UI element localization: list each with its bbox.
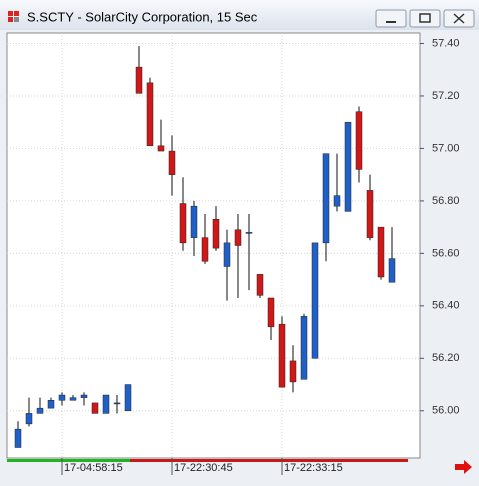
candle-body [102, 394, 110, 414]
candle-body [25, 413, 33, 425]
maximize-button[interactable] [409, 9, 441, 28]
candle-body [311, 242, 319, 359]
y-tick-label: 57.20 [432, 90, 460, 102]
minimize-button[interactable] [375, 9, 407, 28]
candle-body [179, 203, 187, 244]
x-tick-label: 17-04:58:15 [64, 462, 123, 474]
y-tick-label: 56.80 [432, 195, 460, 207]
candle-body [278, 323, 286, 388]
candle-body [36, 407, 44, 414]
scroll-arrow[interactable] [455, 460, 472, 474]
window-title: S.SCTY - SolarCity Corporation, 15 Sec [27, 9, 258, 24]
candle-body [190, 205, 198, 238]
time-bar-red [130, 459, 408, 462]
candle-body [300, 316, 308, 380]
candle-body [245, 232, 253, 234]
candle-body [146, 82, 154, 147]
candle-body [388, 258, 396, 283]
candle-body [212, 219, 220, 249]
x-tick-label: 17-22:33:15 [284, 462, 343, 474]
y-tick-label: 56.60 [432, 247, 460, 259]
candle-body [124, 384, 132, 412]
y-tick-label: 56.40 [432, 300, 460, 312]
candle-body [47, 400, 55, 409]
candle-body [234, 229, 242, 246]
x-tick-label: 17-22:30:45 [174, 462, 233, 474]
candle-body [14, 428, 22, 448]
candle-body [267, 297, 275, 328]
candle-body [91, 402, 99, 414]
candle-body [322, 153, 330, 244]
candle-body [256, 274, 264, 296]
candle-body [157, 145, 165, 152]
candle-body [80, 394, 88, 398]
candle-body [69, 397, 77, 401]
candle-body [201, 237, 209, 262]
window-icon [8, 11, 19, 22]
y-tick-label: 57.00 [432, 142, 460, 154]
candle-body [223, 242, 231, 267]
y-tick-label: 56.20 [432, 352, 460, 364]
candle-body [58, 394, 66, 401]
candle-body [113, 402, 121, 405]
y-tick-label: 57.40 [432, 37, 460, 49]
candle-body [289, 360, 297, 383]
candle-body [344, 121, 352, 212]
candle-body [355, 111, 363, 170]
candle-body [168, 150, 176, 175]
y-tick-label: 56.00 [432, 405, 460, 417]
candle-body [366, 190, 374, 238]
time-bar-green [7, 459, 130, 462]
candle-body [377, 226, 385, 278]
candle-body [333, 195, 341, 207]
close-button[interactable] [443, 9, 475, 28]
candle-body [135, 66, 143, 94]
